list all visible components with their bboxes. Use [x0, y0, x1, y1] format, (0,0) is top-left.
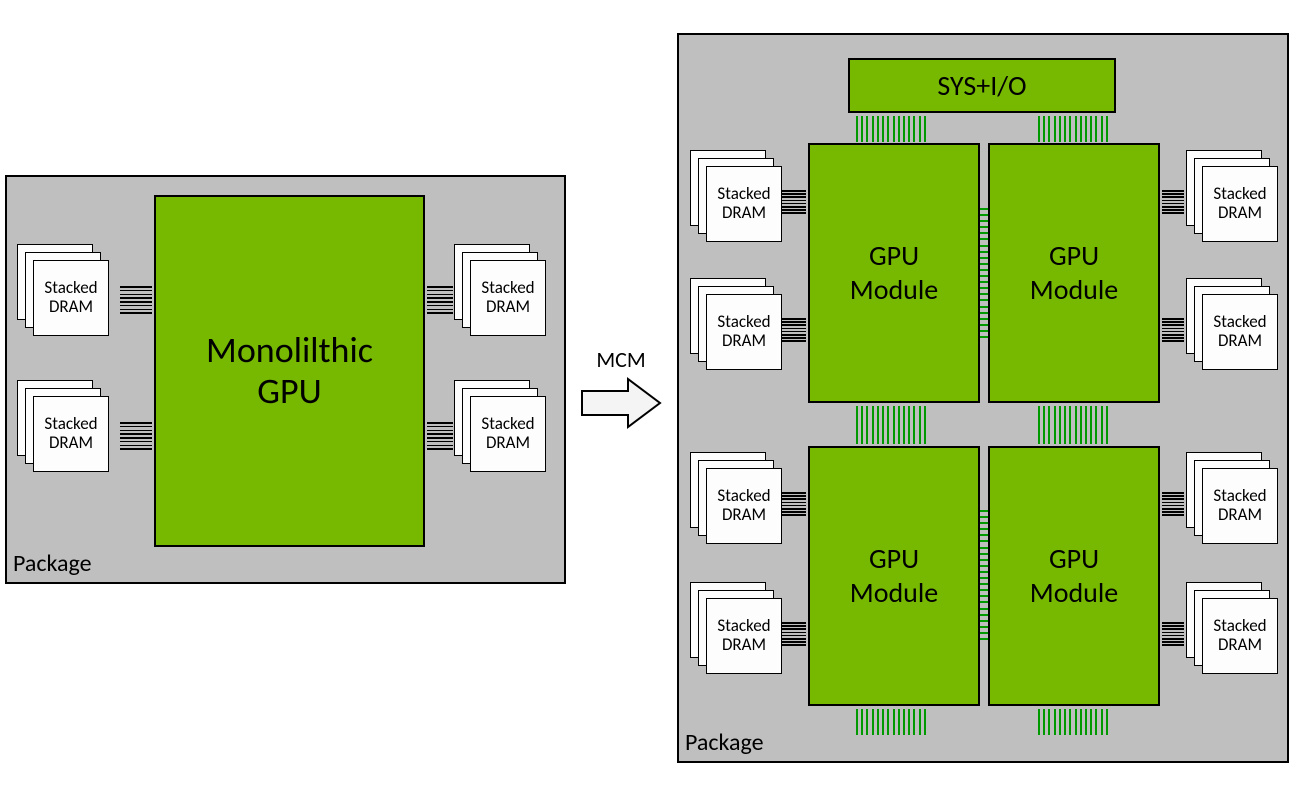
vconn-green [856, 406, 926, 444]
arrow-icon [580, 377, 662, 429]
hconn-black [427, 286, 453, 314]
right-dram-3: StackedDRAM [690, 582, 780, 672]
gpu-module-0: GPU Module [808, 143, 980, 403]
hconn-black [782, 190, 806, 214]
right-dram-1: StackedDRAM [690, 278, 780, 368]
vconn-green [1038, 709, 1108, 735]
mcm-arrow: MCM [580, 346, 662, 429]
hconn-black [120, 286, 152, 314]
hconn-black [1162, 318, 1184, 342]
vconn-green [1038, 116, 1108, 142]
hconn-black [120, 422, 152, 450]
left-package-label: Package [13, 549, 92, 578]
hconn-green [980, 208, 988, 338]
right-dram-4: StackedDRAM [1186, 150, 1276, 240]
left-dram-0: StackedDRAM [17, 244, 107, 334]
right-dram-6: StackedDRAM [1186, 452, 1276, 542]
hconn-black [782, 622, 806, 646]
hconn-black [1162, 492, 1184, 516]
hconn-black [1162, 190, 1184, 214]
vconn-green [1038, 406, 1108, 444]
right-dram-5: StackedDRAM [1186, 278, 1276, 368]
hconn-black [782, 492, 806, 516]
vconn-green [856, 709, 926, 735]
gpu-module-3: GPU Module [988, 446, 1160, 706]
hconn-black [1162, 622, 1184, 646]
left-dram-2: StackedDRAM [454, 244, 544, 334]
left-dram-3: StackedDRAM [454, 380, 544, 470]
gpu-module-1: GPU Module [988, 143, 1160, 403]
hconn-green [980, 510, 988, 640]
monolithic-gpu: Monolilthic GPU [154, 195, 425, 547]
right-dram-0: StackedDRAM [690, 150, 780, 240]
right-dram-2: StackedDRAM [690, 452, 780, 542]
left-dram-1: StackedDRAM [17, 380, 107, 470]
gpu-module-2: GPU Module [808, 446, 980, 706]
right-package-label: Package [685, 728, 764, 757]
hconn-black [427, 422, 453, 450]
hconn-black [782, 318, 806, 342]
right-dram-7: StackedDRAM [1186, 582, 1276, 672]
sys-io: SYS+I/O [848, 58, 1116, 113]
mcm-arrow-label: MCM [596, 346, 645, 373]
vconn-green [856, 116, 926, 142]
